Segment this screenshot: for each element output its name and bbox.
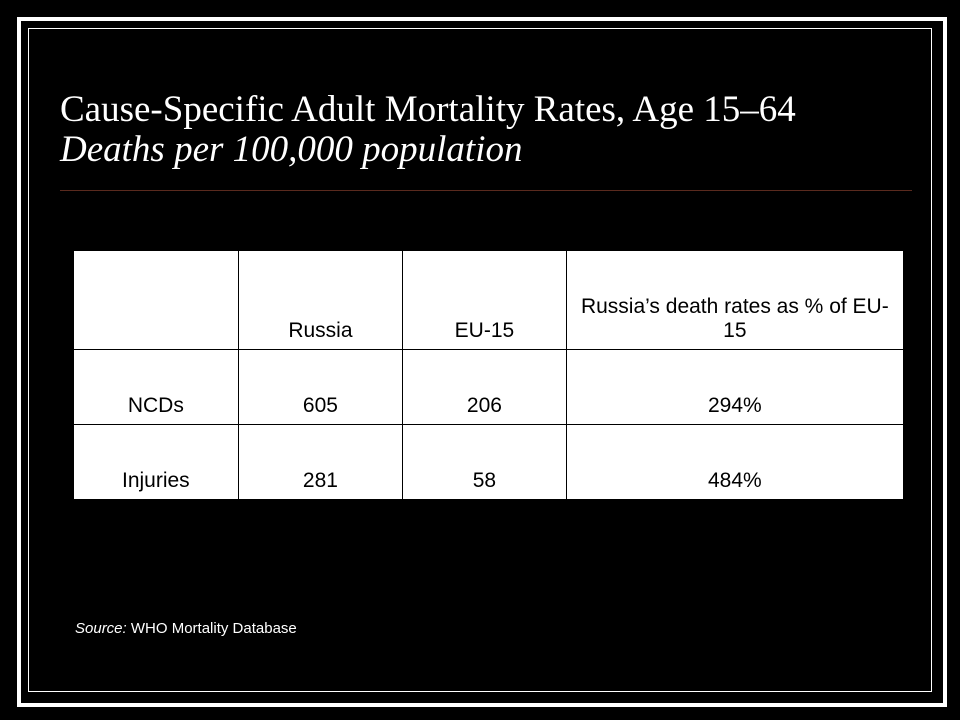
title-divider bbox=[60, 190, 912, 191]
row-label-injuries: Injuries bbox=[73, 424, 239, 500]
cell-pct-ncds: 294% bbox=[565, 349, 905, 425]
mortality-table: Russia EU-15 Russia’s death rates as % o… bbox=[73, 250, 905, 500]
slide-inner-border bbox=[28, 28, 932, 692]
header-pct: Russia’s death rates as % of EU-15 bbox=[565, 250, 905, 350]
table-row: Injuries 281 58 484% bbox=[73, 424, 905, 500]
table-header-row: Russia EU-15 Russia’s death rates as % o… bbox=[73, 250, 905, 350]
cell-eu15-injuries: 58 bbox=[402, 424, 567, 500]
cell-russia-injuries: 281 bbox=[237, 424, 404, 500]
slide-outer-border bbox=[17, 17, 947, 707]
cell-pct-injuries: 484% bbox=[565, 424, 905, 500]
header-russia: Russia bbox=[237, 250, 404, 350]
cell-russia-ncds: 605 bbox=[237, 349, 404, 425]
header-empty-cell bbox=[73, 250, 239, 350]
title-text: Cause-Specific Adult Mortality Rates, Ag… bbox=[60, 89, 796, 130]
source-text: WHO Mortality Database bbox=[130, 620, 297, 637]
subtitle-text: Deaths per 100,000 population bbox=[60, 129, 523, 170]
slide-title: Cause-Specific Adult Mortality Rates, Ag… bbox=[60, 90, 920, 170]
source-note: Source: WHO Mortality Database bbox=[75, 620, 297, 637]
header-eu15: EU-15 bbox=[402, 250, 567, 350]
row-label-ncds: NCDs bbox=[73, 349, 239, 425]
source-label: Source: bbox=[75, 620, 127, 637]
table-row: NCDs 605 206 294% bbox=[73, 349, 905, 425]
cell-eu15-ncds: 206 bbox=[402, 349, 567, 425]
